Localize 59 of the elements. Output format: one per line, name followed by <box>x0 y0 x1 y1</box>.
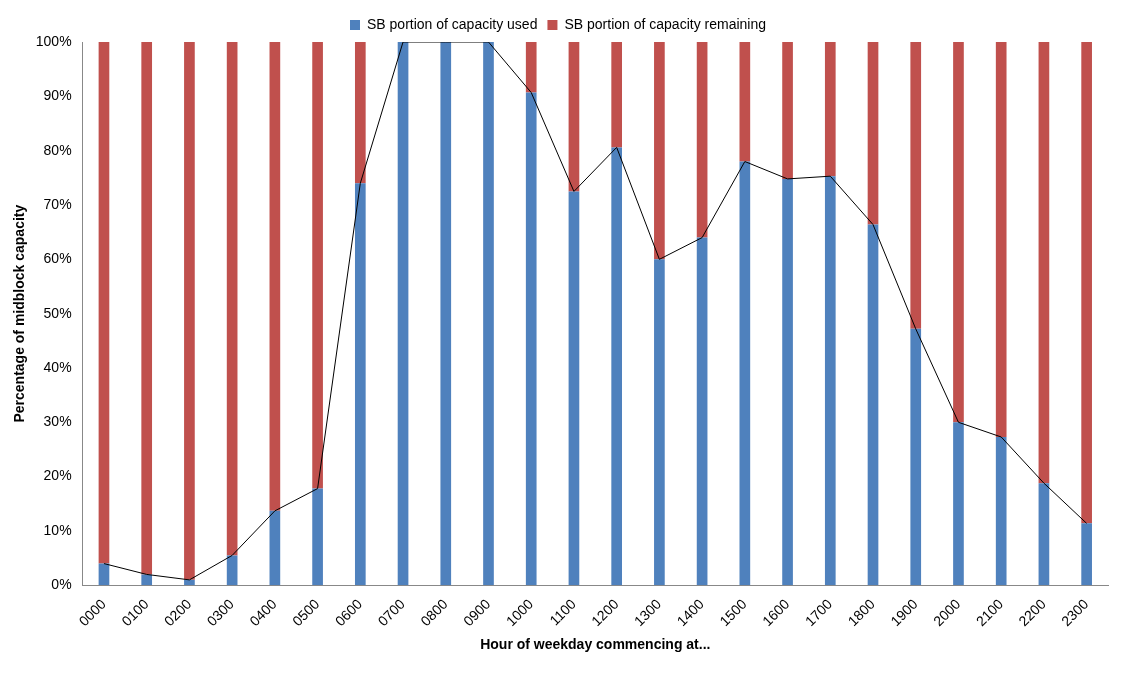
bar <box>910 42 922 329</box>
bar <box>269 510 281 586</box>
bar <box>867 42 879 225</box>
y-tick-label: 20% <box>43 467 72 484</box>
bar <box>525 42 537 93</box>
bar <box>98 42 110 564</box>
y-tick-label: 0% <box>51 576 72 593</box>
bar <box>867 224 879 586</box>
bar <box>568 191 580 586</box>
bar <box>611 147 623 586</box>
bar <box>312 488 323 586</box>
bar <box>141 574 153 586</box>
bar <box>184 42 195 580</box>
bar <box>824 176 836 586</box>
bar <box>696 237 708 586</box>
bar <box>739 161 751 586</box>
bar <box>568 42 580 192</box>
bar <box>953 422 964 586</box>
bar <box>226 42 238 556</box>
bar <box>910 328 922 586</box>
bar <box>953 42 964 423</box>
y-tick-label: 60% <box>43 250 72 267</box>
bar <box>995 42 1007 437</box>
y-tick-label: 30% <box>43 413 72 430</box>
bar <box>654 42 665 260</box>
legend-label: SB portion of capacity remaining <box>564 15 766 32</box>
bar <box>184 579 195 586</box>
bar <box>354 42 366 184</box>
y-tick-label: 90% <box>43 87 72 104</box>
bar <box>269 42 281 511</box>
bar <box>782 178 793 586</box>
bar <box>226 555 238 586</box>
bar <box>141 42 153 575</box>
y-tick-label: 70% <box>43 195 72 212</box>
y-tick-label: 50% <box>43 304 72 321</box>
legend-label: SB portion of capacity used <box>367 15 538 32</box>
bar <box>354 183 366 586</box>
bar <box>440 42 452 586</box>
y-tick-label: 100% <box>35 32 72 49</box>
bar <box>1038 483 1050 586</box>
bar <box>824 42 836 177</box>
y-axis-title: Percentage of midblock capacity <box>11 204 28 423</box>
bar <box>483 42 494 586</box>
bar <box>611 42 623 148</box>
bar <box>995 436 1007 586</box>
bar <box>654 259 665 586</box>
y-tick-label: 80% <box>43 141 72 158</box>
bar <box>696 42 708 238</box>
bar <box>312 42 323 489</box>
bar <box>1038 42 1050 484</box>
y-tick-label: 40% <box>43 358 72 375</box>
bar <box>1081 523 1092 586</box>
x-axis-title: Hour of weekday commencing at... <box>480 636 711 653</box>
bar <box>397 42 409 586</box>
bar <box>739 42 751 162</box>
y-tick-label: 10% <box>43 521 72 538</box>
bar <box>1081 42 1092 524</box>
bar <box>525 92 537 586</box>
bar <box>782 42 793 179</box>
